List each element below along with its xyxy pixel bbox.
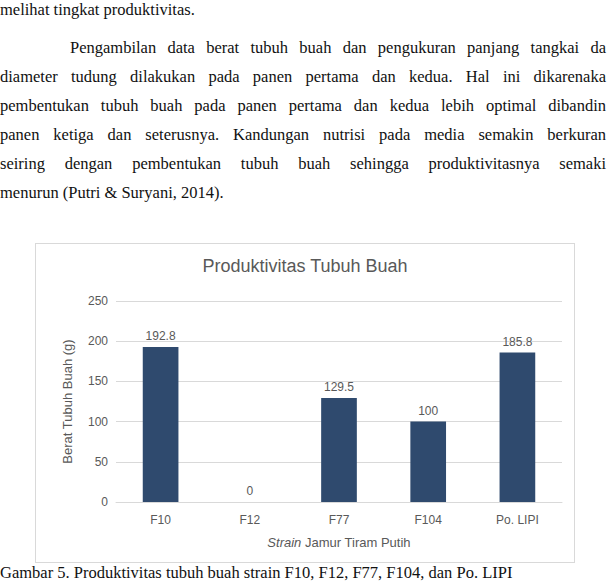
svg-text:Po. LIPI: Po. LIPI: [496, 513, 539, 527]
svg-text:F10: F10: [150, 513, 171, 527]
svg-text:Strain: Strain: [267, 535, 301, 550]
svg-text:50: 50: [95, 455, 109, 469]
html-text:menurun (Putri & Suryani, 2014: menurun (Putri & Suryani, 2014).: [0, 183, 224, 202]
svg-text:0: 0: [101, 495, 108, 509]
html-text:melihat tingkat produktivitas.: melihat tingkat produktivitas.: [0, 0, 195, 19]
svg-text:129.5: 129.5: [324, 380, 354, 394]
svg-text:0: 0: [246, 484, 253, 498]
svg-text:Produktivitas Tubuh Buah: Produktivitas Tubuh Buah: [202, 256, 407, 276]
html-text:Pengambilan data berat tubuh b: Pengambilan data berat tubuh buah dan pe…: [70, 38, 606, 57]
html-text:pembentukan tubuh buah pada pa: pembentukan tubuh buah pada panen pertam…: [0, 96, 606, 115]
svg-text:192.8: 192.8: [146, 329, 176, 343]
html-text:panen ketiga dan seterusnya. K: panen ketiga dan seterusnya. Kandungan n…: [0, 125, 606, 144]
svg-text:185.8: 185.8: [502, 335, 532, 349]
svg-text:F12: F12: [239, 513, 260, 527]
svg-text:200: 200: [88, 334, 108, 348]
html-text:seiring dengan pembentukan tub: seiring dengan pembentukan tubuh buah se…: [0, 154, 606, 173]
html-text:Gambar 5. Produktivitas tubuh: Gambar 5. Produktivitas tubuh buah strai…: [0, 563, 513, 582]
svg-text:Jamur Tiram Putih: Jamur Tiram Putih: [301, 535, 410, 550]
html-text:diameter tudung dilakukan pada: diameter tudung dilakukan pada panen per…: [0, 67, 606, 86]
svg-text:F104: F104: [415, 513, 443, 527]
svg-text:150: 150: [88, 374, 108, 388]
svg-text:250: 250: [88, 294, 108, 308]
svg-text:Berat Tubuh Buah (g): Berat Tubuh Buah (g): [60, 339, 75, 463]
svg-text:F77: F77: [329, 513, 350, 527]
svg-text:100: 100: [88, 415, 108, 429]
svg-text:100: 100: [418, 404, 438, 418]
